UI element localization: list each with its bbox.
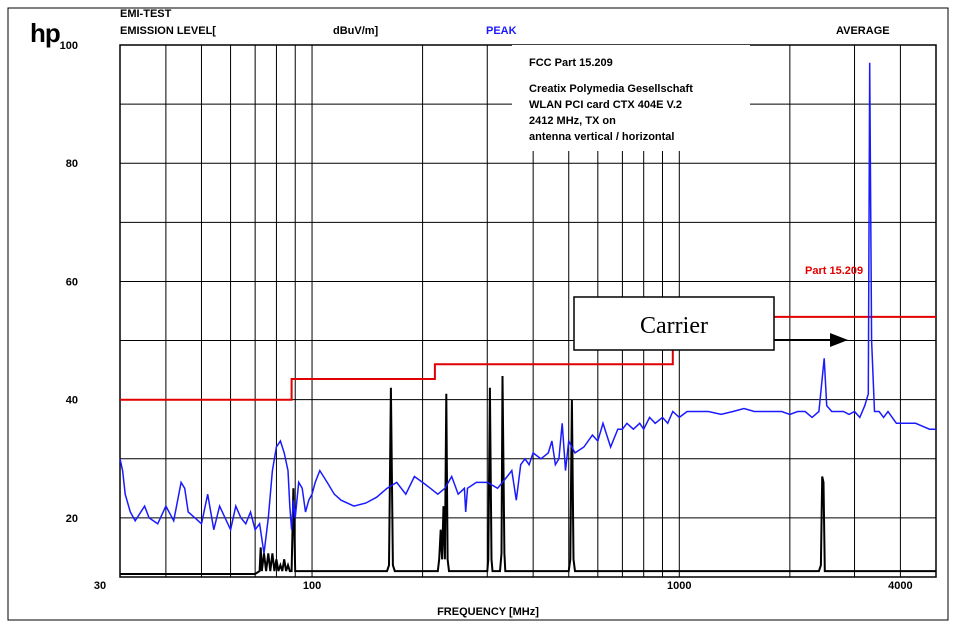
annotation-line-4: antenna vertical / horizontal	[529, 131, 674, 143]
peak-series-line	[119, 62, 936, 554]
carrier-label: Carrier	[640, 313, 708, 339]
x-tick-label: 100	[303, 580, 321, 592]
x-tick-labels: 30 100 1000 4000	[94, 580, 913, 592]
x-tick-label: 4000	[888, 580, 912, 592]
annotation-line-2: WLAN PCI card CTX 404E V.2	[529, 99, 682, 111]
y-tick-label: 20	[66, 513, 78, 525]
limit-line-label: Part 15.209	[805, 265, 863, 277]
hp-logo: hp	[30, 18, 60, 48]
y-tick-label: 80	[66, 158, 78, 170]
unit-label: dBuV/m]	[333, 25, 379, 37]
average-series-line	[120, 375, 936, 575]
x-axis-label: FREQUENCY [MHz]	[437, 606, 539, 618]
annotation-line-0: FCC Part 15.209	[529, 57, 613, 69]
y-tick-label: 40	[66, 395, 78, 407]
grid	[120, 45, 936, 577]
peak-label: PEAK	[486, 25, 517, 37]
x-tick-label: 1000	[667, 580, 691, 592]
carrier-box	[573, 296, 775, 351]
annotation-line-1: Creatix Polymedia Gesellschaft	[529, 83, 693, 95]
carrier-arrow-head	[830, 333, 848, 347]
average-label: AVERAGE	[836, 25, 890, 37]
title-line2: EMISSION LEVEL[	[120, 25, 216, 37]
y-tick-label: 60	[66, 276, 78, 288]
annotation-text: FCC Part 15.209 Creatix Polymedia Gesell…	[529, 57, 693, 143]
title-line1: EMI-TEST	[120, 8, 172, 20]
annotation-box	[512, 45, 750, 151]
outer-border	[7, 7, 949, 621]
x-tick-label: 30	[94, 580, 106, 592]
annotation-line-3: 2412 MHz, TX on	[529, 115, 616, 127]
limit-line	[120, 315, 936, 401]
y-tick-labels: 20 40 60 80 100	[60, 40, 78, 525]
y-tick-label: 100	[60, 40, 78, 52]
